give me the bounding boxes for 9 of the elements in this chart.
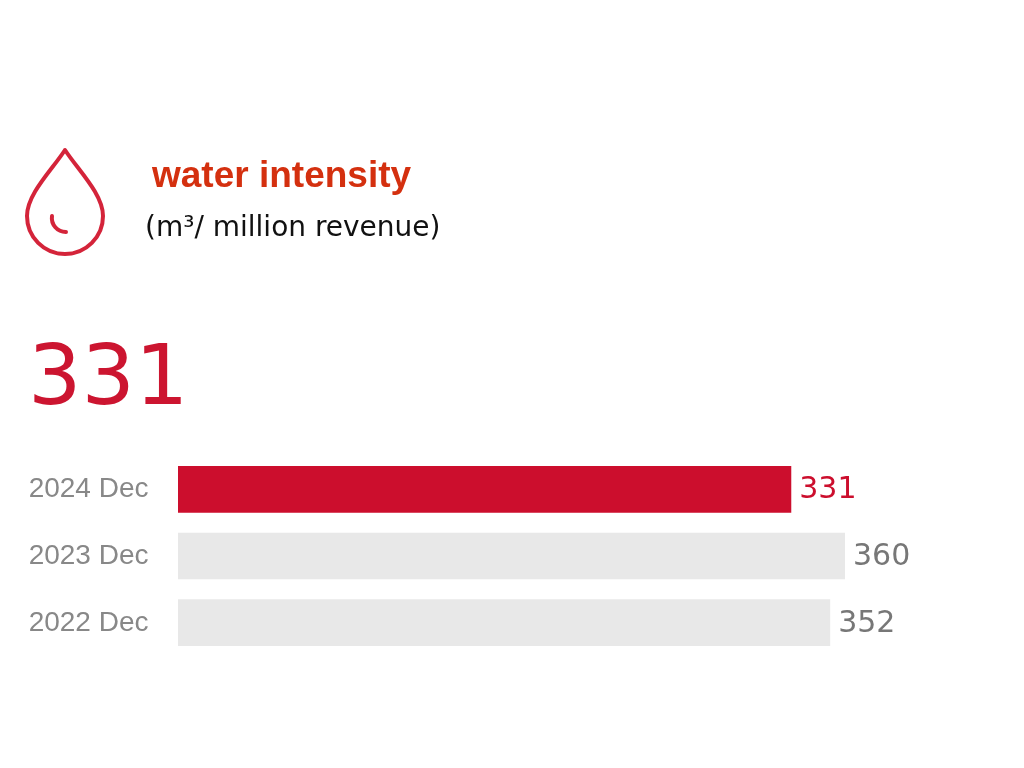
text: 331 (28, 326, 189, 424)
chart-subtitle: (m³/ million revenue) (145, 210, 441, 243)
y-tick-label: 2023 Dec (28, 539, 149, 570)
data-label: 352 (838, 603, 896, 639)
y-tick-label: 2024 Dec (28, 472, 149, 504)
data-label: 360 (853, 537, 911, 572)
y-tick-label: 2022 Dec (28, 605, 149, 637)
chart-title: water intensity (152, 154, 412, 196)
data-label: 331 (799, 470, 857, 506)
